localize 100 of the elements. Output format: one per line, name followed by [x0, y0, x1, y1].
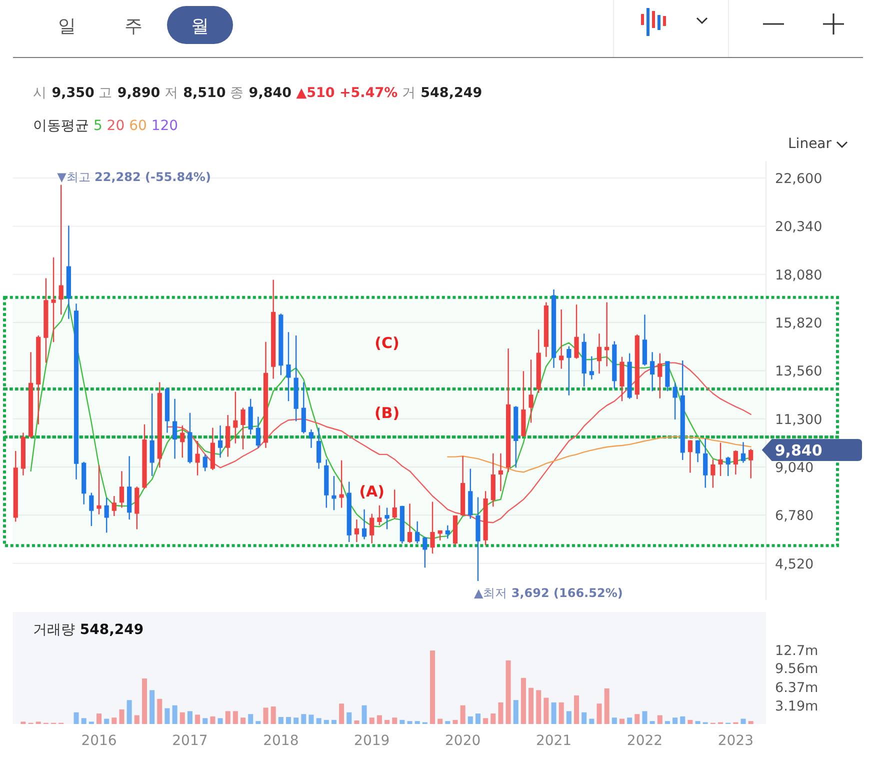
bar	[452, 720, 458, 724]
bar	[210, 716, 216, 724]
bar	[218, 718, 223, 724]
bar	[346, 712, 352, 724]
y-tick-label: 11,300	[775, 412, 822, 428]
text: 5	[89, 118, 102, 134]
bar	[134, 715, 140, 724]
text: 60	[124, 118, 147, 134]
bar	[483, 718, 488, 724]
bar	[164, 708, 170, 724]
bar	[589, 718, 594, 724]
bar	[558, 702, 564, 724]
annotation: ▼최고 22,282 (-55.84%)	[57, 170, 211, 184]
y-tick-label: 6.37m	[775, 680, 818, 696]
y-tick-label: 15,820	[775, 316, 822, 332]
text: Linear	[788, 136, 832, 152]
bar	[748, 721, 754, 724]
bar	[339, 704, 344, 724]
bar	[308, 714, 314, 724]
bar	[362, 705, 367, 724]
line-series	[30, 302, 752, 540]
candlestick	[172, 398, 178, 459]
bar	[657, 715, 662, 724]
bar	[438, 718, 443, 724]
bar	[612, 718, 617, 724]
bar	[187, 711, 192, 724]
band-label: (A)	[359, 482, 385, 500]
y-tick-label: 9,040	[775, 460, 814, 476]
x-tick-label: 2021	[536, 733, 572, 749]
x-tick-label: 2019	[354, 733, 390, 749]
bar	[460, 705, 466, 724]
bar	[475, 714, 480, 724]
bar	[369, 718, 374, 724]
candlestick	[445, 525, 450, 539]
bar	[400, 720, 405, 724]
legend-title: 이동평균	[33, 118, 89, 134]
bar	[294, 718, 299, 724]
y-tick-label: 22,600	[775, 171, 822, 188]
bar	[634, 714, 640, 724]
candlestick	[589, 356, 594, 380]
candlestick	[407, 504, 412, 543]
candlestick	[354, 519, 360, 542]
annotation: ▲최저 3,692 (166.52%)	[474, 586, 623, 600]
bar	[278, 717, 284, 724]
bar	[627, 718, 632, 724]
bar	[316, 718, 322, 724]
bar	[324, 720, 329, 724]
bar	[270, 706, 276, 724]
bar	[104, 718, 110, 724]
bar	[407, 721, 412, 724]
bar	[430, 650, 436, 724]
bar	[232, 711, 238, 724]
bar	[301, 714, 306, 724]
annotation: 9,840	[774, 441, 822, 460]
bar	[740, 718, 746, 724]
bar	[286, 717, 291, 724]
bar	[74, 712, 79, 724]
candlestick	[596, 334, 602, 374]
bar	[506, 660, 511, 724]
bar	[468, 716, 473, 724]
candlestick	[688, 440, 693, 473]
bar	[574, 695, 580, 724]
bar	[112, 718, 117, 724]
x-tick-label: 2017	[172, 733, 208, 749]
bar	[688, 720, 693, 724]
bar	[384, 720, 390, 724]
bar	[604, 688, 610, 724]
text: 시 9,350 고 9,890 저 8,510 종 9,840 ▲510 +5.47% 거 548,249	[33, 85, 482, 101]
bar	[119, 709, 124, 724]
candlestick	[218, 425, 223, 458]
y-tick-label: 4,520	[775, 556, 814, 572]
x-tick-label: 2018	[263, 733, 299, 749]
line-series	[447, 436, 752, 473]
bar	[642, 711, 648, 724]
bar	[81, 718, 86, 724]
bar	[498, 702, 504, 724]
y-tick-label: 3.19m	[775, 698, 818, 714]
bar	[672, 718, 678, 724]
bar	[202, 718, 208, 724]
bar	[695, 721, 700, 724]
bar	[180, 712, 185, 724]
band-label: (B)	[374, 404, 400, 422]
x-tick-label: 2020	[445, 733, 481, 749]
legend-label: 120	[146, 118, 178, 134]
bar	[263, 708, 268, 724]
text: 일	[58, 16, 76, 37]
y-tick-label: 12.7m	[775, 642, 818, 659]
bar	[142, 678, 147, 724]
bar	[150, 690, 155, 724]
bar	[225, 711, 230, 724]
bar	[414, 721, 420, 724]
bar	[536, 690, 542, 724]
bar	[172, 705, 178, 724]
bar	[596, 704, 602, 724]
y-tick-label: 13,560	[775, 364, 822, 380]
y-tick-label: 9.56m	[775, 661, 818, 678]
bar	[513, 700, 518, 724]
candlestick	[308, 430, 314, 448]
candlestick	[748, 448, 754, 478]
bar	[582, 712, 587, 724]
